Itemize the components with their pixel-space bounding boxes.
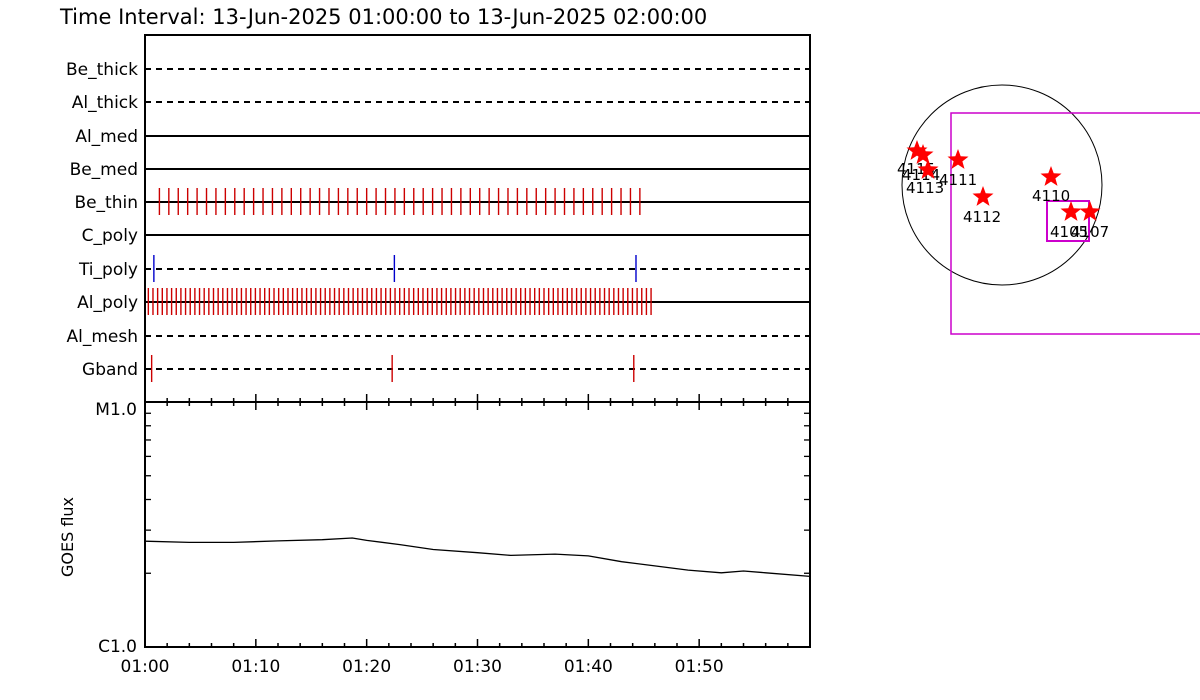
row-label-C_poly: C_poly	[82, 226, 138, 246]
row-label-Be_thick: Be_thick	[66, 60, 138, 80]
goes-flux-plot: M1.0 C1.0 GOES flux 01:00 01:10 01:20 01:30 01:…	[58, 400, 811, 677]
region-star-4114	[912, 144, 934, 164]
goes-xtick-label: 01:20	[342, 657, 391, 677]
region-label-4111: 4111	[939, 171, 977, 189]
goes-xtick-label: 01:40	[564, 657, 613, 677]
region-star-4107	[1079, 201, 1101, 221]
region-star-4115	[906, 140, 928, 160]
goes-xtick-label: 01:10	[231, 657, 280, 677]
fov-box	[950, 112, 1200, 335]
region-label-4107: 4107	[1071, 223, 1109, 241]
timeline-frame	[144, 34, 811, 403]
goes-ytick-label: C1.0	[98, 637, 137, 657]
goes-ylabel: GOES flux	[58, 497, 77, 577]
region-label-4105: 4105	[1050, 223, 1088, 241]
goes-xtick-label: 01:50	[675, 657, 724, 677]
goes-xtick-label: 01:00	[121, 657, 170, 677]
region-star-4111	[947, 149, 969, 169]
row-label-Be_thin: Be_thin	[74, 193, 138, 213]
row-label-Al_mesh: Al_mesh	[66, 327, 138, 347]
goes-frame	[144, 401, 811, 648]
row-label-Gband: Gband	[82, 360, 138, 380]
region-star-4105	[1060, 201, 1082, 221]
region-star-4110	[1040, 166, 1062, 186]
goes-xtick-label: 01:30	[453, 657, 502, 677]
solar-disk	[901, 84, 1103, 286]
chart-title: Time Interval: 13-Jun-2025 01:00:00 to 1…	[59, 5, 707, 29]
region-label-4113: 4113	[906, 179, 944, 197]
goes-ytick-label: M1.0	[95, 400, 137, 420]
row-label-Al_thick: Al_thick	[72, 93, 138, 113]
region-label-4112: 4112	[963, 208, 1001, 226]
region-star-4113	[917, 159, 939, 179]
region-label-4110: 4110	[1032, 187, 1070, 205]
region-star-4112	[972, 186, 994, 206]
event-timeline: Be_thick Al_thick Al_med Be_med Be_thin C_pol…	[66, 34, 811, 403]
zoom-box	[1046, 200, 1090, 242]
goes-flux-line	[144, 537, 811, 578]
row-label-Be_med: Be_med	[70, 160, 138, 180]
row-label-Ti_poly: Ti_poly	[78, 260, 138, 280]
row-label-Al_poly: Al_poly	[77, 293, 138, 313]
row-label-Al_med: Al_med	[75, 127, 138, 147]
